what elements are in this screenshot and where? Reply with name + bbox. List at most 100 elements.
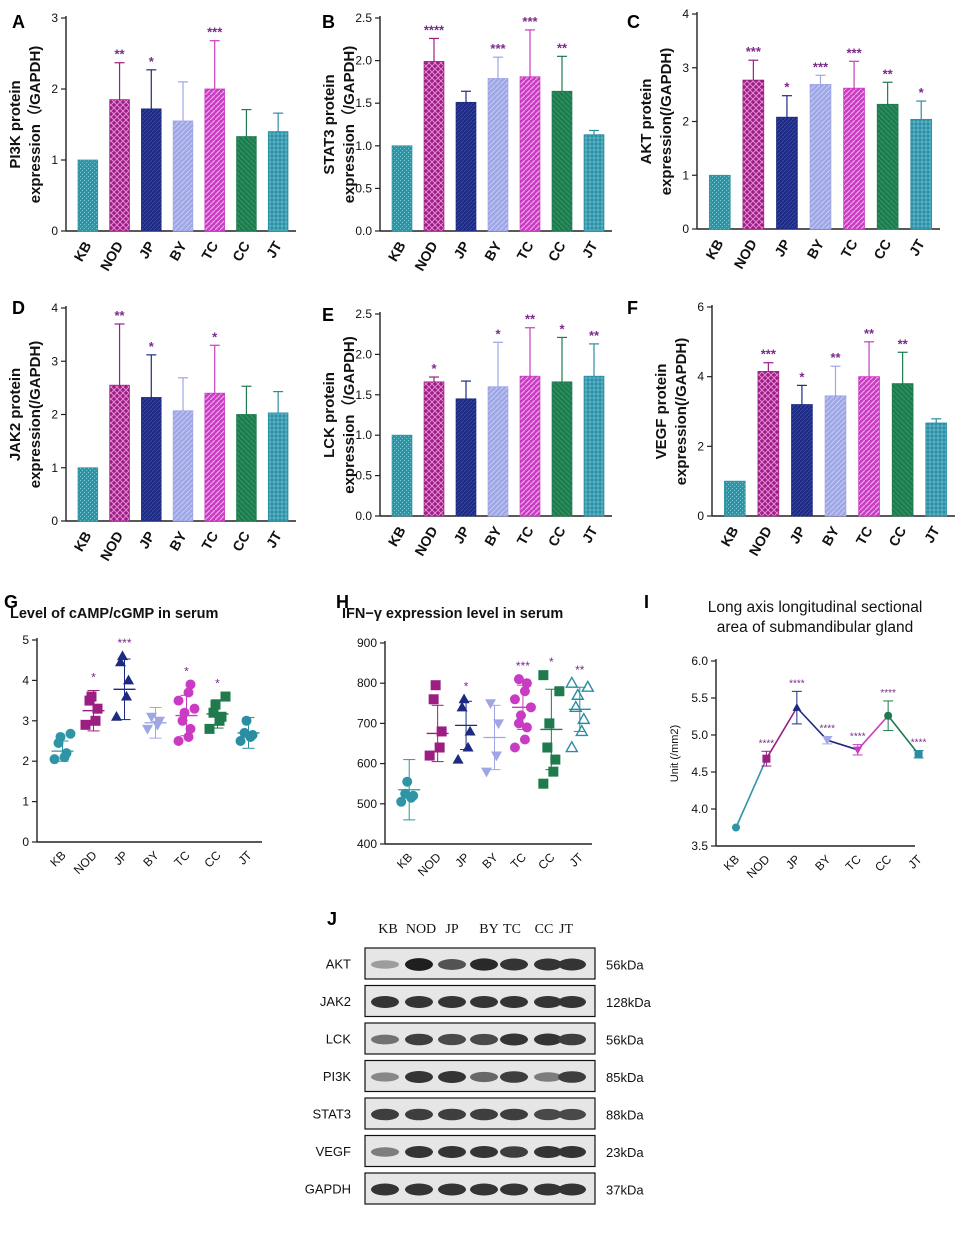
x-tick-label: BY	[140, 848, 161, 869]
bar-cc	[236, 414, 257, 522]
blot-row-gapdh: GAPDH 37kDa	[305, 1172, 644, 1205]
y-tick-label: 0	[22, 835, 29, 849]
x-tick-label: TC	[171, 848, 192, 869]
data-point	[185, 723, 196, 734]
panel-letter: D	[12, 298, 25, 318]
x-tick-label: JT	[579, 238, 601, 261]
y-tick-label: 4	[22, 673, 29, 687]
y-tick-label: 6	[697, 300, 704, 314]
significance-stars: **	[575, 663, 585, 677]
protein-band	[500, 1108, 528, 1121]
western-blot-panel: J KB NOD JP BY TC CC JT AKT 56kDa JAK2 128kDa LCK 56k…	[305, 909, 652, 1205]
lane-label: JP	[445, 922, 458, 937]
bar-nod	[423, 381, 445, 517]
data-point	[550, 754, 561, 765]
significance-stars: **	[830, 350, 841, 365]
data-point	[542, 742, 553, 753]
data-point	[90, 715, 101, 726]
data-point	[185, 679, 196, 690]
x-tick-label: BY	[812, 852, 833, 873]
panel-letter: J	[327, 909, 337, 929]
y-tick-label: 0	[51, 514, 58, 528]
bar-jt	[583, 375, 605, 517]
significance-stars: ***	[846, 45, 862, 60]
y-tick-label: 3	[51, 11, 58, 25]
x-tick-label: BY	[166, 238, 190, 263]
protein-band	[438, 1183, 466, 1196]
series-line-segment	[735, 758, 768, 828]
protein-band	[371, 1034, 399, 1045]
bar-cc	[891, 383, 914, 517]
x-tick-label: JP	[783, 852, 803, 872]
bar-kb	[77, 467, 99, 522]
y-tick-label: 4	[51, 301, 58, 315]
protein-band	[534, 958, 562, 971]
significance-stars: ***	[746, 44, 762, 59]
protein-band	[534, 1146, 562, 1158]
data-point	[146, 712, 157, 723]
x-tick-label: JP	[450, 524, 472, 547]
data-point	[456, 701, 468, 712]
protein-band	[405, 1071, 433, 1083]
data-point	[538, 670, 549, 681]
significance-stars: *	[549, 655, 554, 669]
y-tick-label: 2	[682, 115, 689, 129]
x-tick-label: JP	[452, 850, 472, 870]
x-tick-label: KB	[47, 848, 68, 869]
data-point	[400, 788, 411, 799]
bar-jp	[141, 397, 162, 522]
y-tick-label: 2.0	[355, 347, 372, 361]
data-point	[485, 699, 496, 710]
panel-letter: H	[336, 592, 349, 612]
x-tick-label: KB	[385, 524, 409, 550]
significance-stars: *	[495, 326, 501, 341]
protein-band	[438, 1071, 466, 1083]
y-tick-label: 5.5	[691, 691, 708, 705]
protein-band	[500, 1146, 528, 1158]
x-tick-label: JT	[235, 848, 255, 868]
data-point	[853, 746, 863, 755]
protein-band	[438, 1033, 466, 1046]
protein-band	[558, 1146, 586, 1158]
series-line-segment	[887, 715, 920, 755]
data-point	[509, 742, 520, 753]
data-point	[86, 691, 97, 702]
x-tick-label: JT	[906, 236, 928, 259]
y-axis-label: expression（/GAPDH)	[26, 46, 44, 204]
x-tick-label: CC	[201, 848, 223, 870]
protein-band	[438, 959, 466, 970]
x-tick-label: KB	[717, 524, 741, 550]
x-tick-label: KB	[70, 239, 94, 265]
significance-stars: **	[525, 312, 536, 327]
y-tick-label: 0.0	[355, 509, 372, 523]
bar-kb	[391, 145, 413, 232]
significance-stars: *	[215, 677, 220, 691]
chart-title: Level of cAMP/cGMP in serum	[10, 606, 218, 622]
data-point	[822, 736, 832, 745]
protein-band	[405, 958, 433, 971]
y-tick-label: 1	[51, 153, 58, 167]
protein-band	[500, 1071, 528, 1083]
protein-band	[405, 1033, 433, 1046]
y-tick-label: 2	[51, 408, 58, 422]
molecular-weight: 88kDa	[606, 1108, 644, 1123]
significance-stars: ****	[819, 723, 835, 734]
bar-jp	[791, 404, 813, 517]
x-tick-label: TC	[198, 529, 221, 553]
bar-cc	[876, 103, 899, 230]
data-point	[513, 674, 524, 685]
x-tick-label: NOD	[97, 529, 126, 564]
significance-stars: ****	[911, 738, 927, 749]
protein-name: AKT	[326, 957, 351, 972]
protein-band	[558, 1071, 586, 1083]
data-point	[914, 750, 923, 759]
lane-label: TC	[503, 922, 521, 937]
protein-band	[558, 1033, 586, 1046]
bar-tc	[519, 76, 541, 232]
y-tick-label: 3	[51, 354, 58, 368]
x-tick-label: KB	[721, 852, 742, 873]
significance-stars: *	[149, 339, 155, 354]
